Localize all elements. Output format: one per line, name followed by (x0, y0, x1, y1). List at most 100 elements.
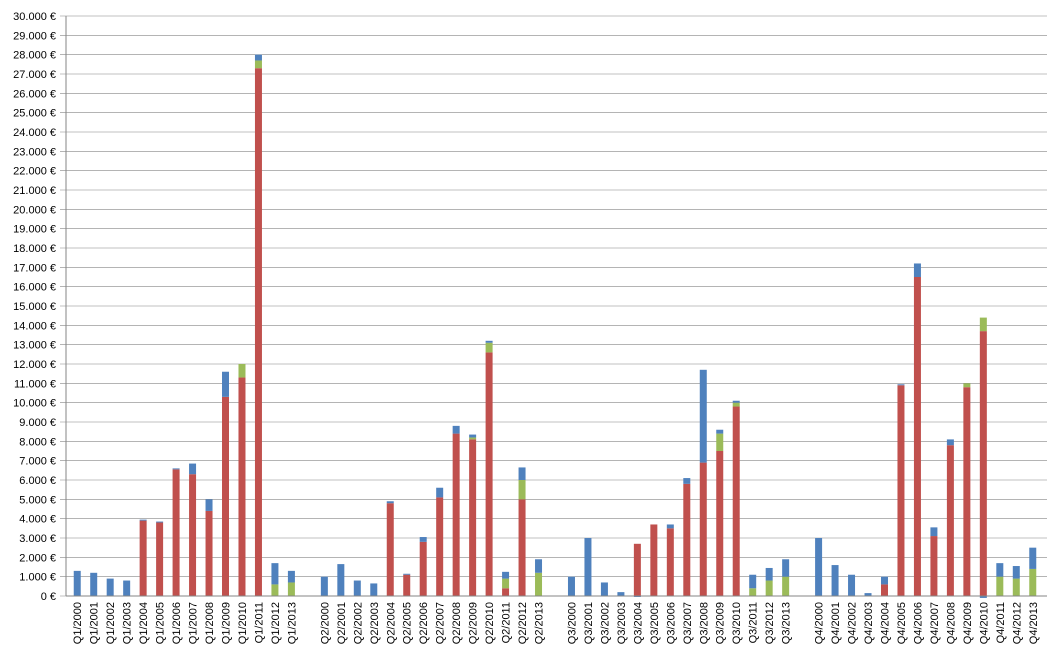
y-tick-label: 4.000 € (19, 514, 56, 526)
x-tick-label: Q3/2009 (715, 602, 727, 644)
x-tick-label: Q4/2002 (847, 602, 859, 644)
bar-segment (238, 377, 246, 596)
x-tick-label: Q1/2011 (253, 602, 265, 643)
x-tick-label: Q3/2010 (731, 602, 743, 644)
bar-segment (963, 383, 971, 388)
x-tick-label: Q1/2013 (286, 602, 298, 644)
bar-segment (946, 445, 954, 596)
bar-segment (1029, 568, 1037, 596)
bar-segment (848, 574, 856, 596)
y-tick-label: 27.000 € (13, 69, 56, 81)
bar-segment (254, 68, 262, 596)
y-tick-label: 9.000 € (19, 417, 56, 429)
bar-segment (436, 497, 444, 596)
bar-segment (716, 451, 724, 596)
bar-segment (502, 571, 510, 579)
bar-segment (469, 437, 477, 440)
bar-segment (699, 462, 707, 596)
bar-segment (815, 538, 823, 596)
bar-segment (1012, 566, 1020, 579)
bar-segment (600, 582, 608, 596)
x-tick-label: Q1/2010 (237, 602, 249, 644)
bar-segment (123, 580, 131, 596)
bar-segment (963, 387, 971, 596)
bar-segment (716, 433, 724, 451)
bar-segment (189, 463, 197, 475)
bar-segment (880, 584, 888, 596)
y-tick-label: 14.000 € (13, 320, 56, 332)
bar-segment (518, 499, 526, 596)
bar-segment (271, 584, 279, 596)
bar-segment (189, 474, 197, 596)
x-tick-label: Q4/2007 (929, 602, 941, 644)
x-tick-label: Q1/2000 (72, 602, 84, 644)
bar-segment (452, 425, 460, 434)
bar-segment (567, 576, 575, 596)
bar-segment (864, 593, 872, 596)
x-tick-label: Q4/2006 (912, 602, 924, 644)
x-tick-label: Q2/2012 (517, 602, 529, 644)
x-tick-label: Q3/2006 (665, 602, 677, 644)
bar-segment (996, 576, 1004, 596)
bar-segment (254, 60, 262, 69)
x-tick-label: Q4/2004 (879, 602, 891, 644)
bar-segment (452, 433, 460, 596)
bar-segment (386, 503, 394, 596)
y-tick-label: 0 € (41, 591, 56, 603)
y-tick-label: 16.000 € (13, 282, 56, 294)
bar-segment (749, 574, 757, 589)
bar-segment (1012, 578, 1020, 596)
bar-segment (1029, 547, 1037, 569)
x-tick-label: Q3/2013 (781, 602, 793, 644)
y-tick-label: 23.000 € (13, 146, 56, 158)
y-tick-label: 21.000 € (13, 185, 56, 197)
bar-segment (254, 54, 262, 61)
y-tick-label: 22.000 € (13, 166, 56, 178)
y-tick-label: 29.000 € (13, 30, 56, 42)
x-tick-label: Q1/2003 (122, 602, 134, 644)
bar-segment (831, 565, 839, 596)
y-tick-label: 25.000 € (13, 108, 56, 120)
x-tick-label: Q4/2009 (962, 602, 974, 644)
x-tick-label: Q4/2013 (1028, 602, 1040, 644)
bar-segment (979, 596, 987, 598)
bar-segment (287, 582, 295, 596)
bar-segment (518, 480, 526, 500)
bar-segment (73, 570, 81, 596)
y-tick-label: 5.000 € (19, 494, 56, 506)
x-tick-label: Q1/2007 (188, 602, 200, 644)
bar-segment (205, 499, 213, 511)
bar-segment (485, 342, 493, 353)
bar-segment (485, 352, 493, 596)
bar-segment (535, 559, 543, 573)
bar-segment (222, 371, 230, 397)
bar-segment (90, 572, 98, 596)
x-tick-label: Q2/2002 (352, 602, 364, 644)
bar-segment (782, 576, 790, 596)
bar-segment (139, 519, 147, 521)
bar-segment (732, 402, 740, 407)
bar-segment (287, 570, 295, 583)
bar-segment (617, 592, 625, 596)
x-tick-label: Q2/2001 (336, 602, 348, 644)
bar-segment (930, 527, 938, 537)
x-tick-label: Q1/2002 (105, 602, 117, 644)
x-tick-label: Q3/2007 (682, 602, 694, 644)
bar-segment (650, 524, 658, 596)
bar-segment (732, 400, 740, 403)
bar-segment (765, 567, 773, 581)
bar-segment (172, 469, 180, 596)
bar-segment (502, 578, 510, 589)
y-tick-label: 18.000 € (13, 243, 56, 255)
bar-segment (979, 317, 987, 332)
y-tick-label: 13.000 € (13, 340, 56, 352)
y-tick-label: 28.000 € (13, 50, 56, 62)
x-tick-label: Q1/2004 (138, 602, 150, 644)
bar-segment (436, 487, 444, 498)
x-tick-label: Q3/2008 (698, 602, 710, 644)
bar-segment (403, 574, 411, 596)
bar-segment (749, 588, 757, 596)
x-tick-label: Q4/2000 (814, 602, 826, 644)
bar-segment (683, 483, 691, 596)
